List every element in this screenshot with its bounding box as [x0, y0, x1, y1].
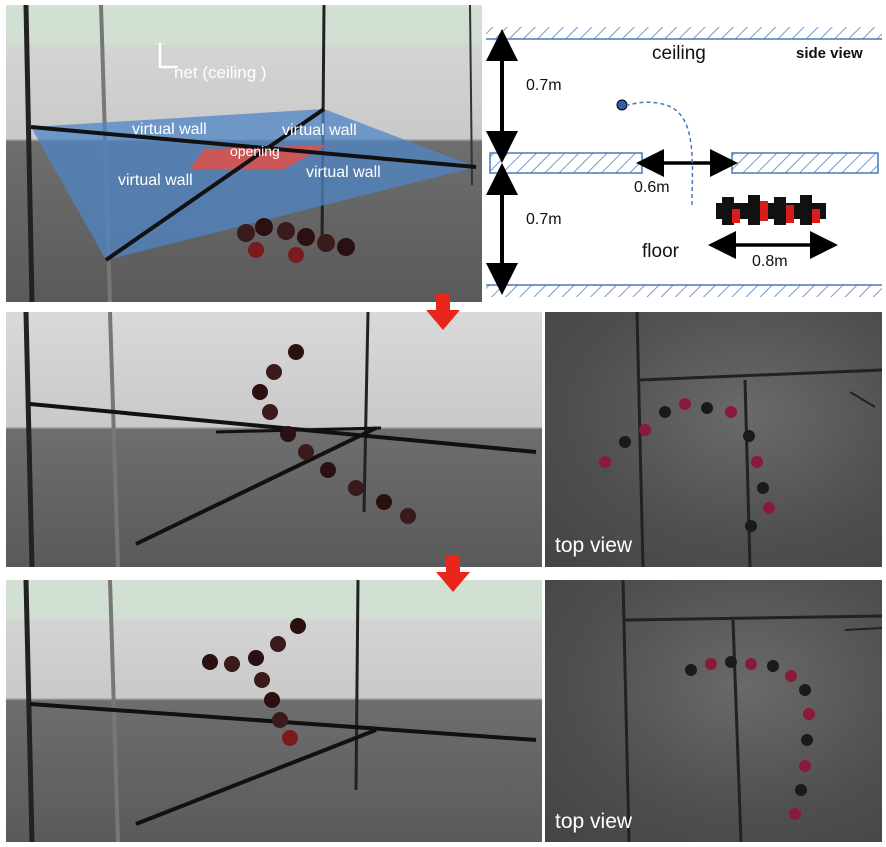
top-view-label-middle: top view — [555, 534, 633, 557]
corner-arrow-icon — [158, 43, 178, 69]
net-label: net (ceiling ) — [174, 63, 267, 82]
robot-length-label: 0.8m — [752, 253, 788, 270]
robot-top-view-bottom — [685, 656, 815, 820]
robot-bottom-left — [202, 618, 306, 746]
virtual-wall-label-1: virtual wall — [132, 121, 207, 138]
opening-label: opening — [230, 143, 280, 159]
top-view-middle: top view — [545, 312, 882, 567]
side-view-title: side view — [796, 45, 863, 62]
side-view-diagram: side view ceiling floor 0.7m 0.7m 0.6m 0… — [486, 5, 882, 302]
virtual-wall-label-4: virtual wall — [306, 164, 381, 181]
ceiling-hatch — [486, 27, 882, 39]
right-wall-segment — [731, 152, 879, 174]
left-wall-segment — [489, 152, 643, 174]
scene-middle-left — [23, 312, 537, 567]
target-point — [616, 99, 628, 111]
robot-middle-left — [252, 344, 416, 524]
scene-top-left — [6, 5, 482, 302]
trajectory-path — [627, 101, 694, 206]
robot-top-view-middle — [599, 398, 775, 532]
virtual-wall-plane — [31, 109, 476, 260]
virtual-wall-label-3: virtual wall — [118, 172, 193, 189]
top-view-label-bottom: top view — [555, 810, 633, 833]
side-view-drawing — [486, 27, 882, 297]
down-arrow-icon-2 — [436, 556, 470, 592]
upper-gap-label: 0.7m — [526, 77, 562, 94]
lower-gap-label: 0.7m — [526, 211, 562, 228]
opening-width-label: 0.6m — [634, 179, 670, 196]
top-view-middle-drawing — [599, 312, 882, 567]
top-view-bottom: top view — [545, 580, 882, 842]
robot-top-left — [237, 218, 355, 263]
ceiling-label: ceiling — [652, 43, 706, 64]
photo-middle-left — [6, 312, 542, 567]
robot-icon — [716, 195, 826, 225]
floor-hatch — [486, 285, 882, 297]
down-arrow-icon-1 — [426, 294, 460, 330]
top-view-bottom-drawing — [621, 580, 882, 842]
virtual-wall-label-2: virtual wall — [282, 122, 357, 139]
floor-label: floor — [642, 241, 679, 262]
photo-bottom-left — [6, 580, 542, 842]
photo-top-left: net (ceiling ) virtual wall virtual wall… — [6, 5, 482, 302]
scene-bottom-left — [6, 580, 542, 842]
